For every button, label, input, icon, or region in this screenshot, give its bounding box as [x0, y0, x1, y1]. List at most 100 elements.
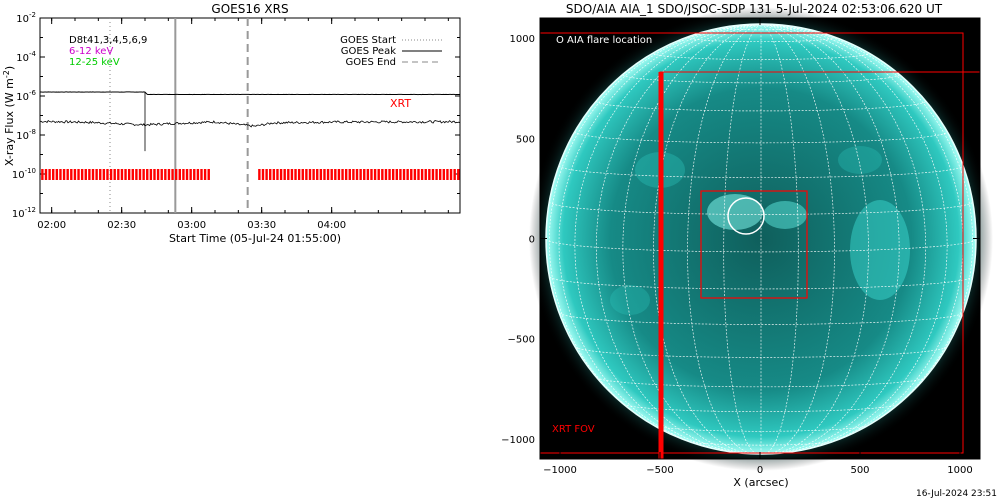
xrt-coverage-mark [200, 169, 203, 180]
xrt-coverage-mark [265, 169, 268, 180]
goes-panel: GOES16 XRS 10-2 10-4 10-6 10-8 10-10 10-12 02… [2, 2, 461, 245]
goes-plot-area [40, 18, 460, 213]
xrt-coverage-mark [399, 169, 402, 180]
aia-flare-location-marker [727, 197, 765, 235]
xrt-coverage-mark [106, 169, 109, 180]
xrt-coverage-mark [305, 169, 308, 180]
longitude-line [622, 24, 762, 454]
x-tick-label: 04:00 [317, 220, 346, 231]
xrt-coverage-mark [156, 169, 160, 180]
longitude-line [595, 24, 762, 454]
xrt-coverage-mark [261, 169, 265, 180]
xrt-coverage-mark [428, 169, 431, 180]
xrt-coverage-mark [453, 169, 456, 180]
xrt-coverage-mark [276, 169, 279, 180]
xrt-coverage-mark [149, 169, 153, 180]
xrt-coverage-mark [366, 169, 370, 180]
y-tick-label: 10-6 [16, 89, 36, 103]
longitude-line [687, 24, 762, 454]
xrt-coverage-mark [373, 169, 377, 180]
xrt-coverage-mark [84, 169, 87, 180]
aia-x-tick-label: 500 [850, 465, 869, 476]
xrt-coverage-mark [77, 169, 80, 180]
xrt-coverage-mark [182, 169, 185, 180]
xrt-coverage-mark [326, 169, 330, 180]
legend-event-label: GOES Peak [341, 46, 396, 57]
xrt-coverage-mark [431, 169, 435, 180]
y-tick-label: 10-2 [16, 11, 36, 25]
xrt-coverage-mark [171, 169, 174, 180]
xrt-coverage-mark [178, 169, 181, 180]
xrt-coverage-mark [417, 169, 420, 180]
latitude-line [687, 37, 835, 43]
aia-y-ticks: 1000 500 0 −500 −1000 [501, 34, 980, 446]
latitude-line [689, 441, 833, 446]
xrt-label: XRT [390, 97, 411, 110]
goes-y-ticks: 10-2 10-4 10-6 10-8 10-10 10-12 [12, 11, 460, 220]
xrt-coverage-mark [99, 169, 102, 180]
longitude-line [760, 24, 927, 454]
xrt-coverage-mark [330, 169, 333, 180]
y-tick-label: 10-10 [12, 167, 36, 181]
latitude-line [653, 425, 869, 432]
xrt-coverage-mark [95, 169, 98, 180]
xrt-coverage-mark [457, 169, 460, 180]
longitude-line [760, 24, 900, 454]
y-tick-label: 10-12 [12, 206, 36, 220]
longitude-line [548, 24, 762, 441]
xrt-coverage-mark [449, 169, 453, 180]
xrt-coverage-mark [435, 169, 438, 180]
xrt-coverage-mark [323, 169, 326, 180]
latitude-line [546, 238, 976, 253]
xrt-coverage-mark [146, 169, 149, 180]
xrt-coverage-mark [174, 169, 178, 180]
xrt-coverage-mark [388, 169, 391, 180]
x-tick-label: 03:00 [177, 220, 206, 231]
xrt-coverage-mark [420, 169, 424, 180]
y-tick-label: 10-8 [16, 128, 36, 142]
xrt-coverage-mark [48, 169, 51, 180]
latitude-line [549, 276, 973, 290]
xrt-coverage-mark [442, 169, 446, 180]
xrt-coverage-mark [167, 169, 171, 180]
aia-x-tick-label: −1000 [543, 465, 577, 476]
xrt-coverage-mark [164, 169, 167, 180]
xrt-coverage-mark [109, 169, 113, 180]
xrt-coverage-mark [160, 169, 163, 180]
xrt-coverage-mark [290, 169, 294, 180]
xrt-coverage-mark [377, 169, 380, 180]
xrt-coverage-marks [41, 169, 460, 180]
xrt-coverage-mark [127, 169, 131, 180]
xrt-coverage-mark [44, 169, 48, 180]
xrt-fov-label: XRT FOV [552, 424, 595, 435]
aia-y-tick-label: 0 [529, 235, 535, 246]
xrt-coverage-mark [153, 169, 156, 180]
xrt-coverage-mark [341, 169, 344, 180]
xrt-coverage-mark [138, 169, 142, 180]
xrt-coverage-mark [370, 169, 373, 180]
sun-active-regions [610, 146, 910, 315]
xrt-coverage-mark [381, 169, 384, 180]
aia-x-ticks: −1000 −500 0 500 1000 [543, 18, 973, 476]
legend-event-label: GOES End [346, 57, 396, 68]
longitude-line [760, 24, 835, 454]
goes-y-axis-label: X-ray Flux (W m-2) [2, 66, 16, 166]
xrt-coverage-mark [207, 169, 210, 180]
xrt-coverage-mark [279, 169, 283, 180]
xrt-coverage-mark [301, 169, 304, 180]
longitude-line [653, 24, 762, 454]
xrt-coverage-mark [269, 169, 272, 180]
xrt-coverage-mark [70, 169, 73, 180]
aia-y-tick-label: −1000 [501, 435, 535, 446]
aia-x-tick-label: 0 [757, 465, 763, 476]
series-line-upper [40, 91, 460, 96]
legend-event-label: GOES Start [340, 35, 396, 46]
x-tick-label: 02:00 [37, 220, 66, 231]
xrt-coverage-mark [344, 169, 348, 180]
aia-y-tick-label: 500 [516, 134, 535, 145]
heliographic-grid [546, 24, 976, 454]
xrt-coverage-mark [410, 169, 413, 180]
aia-y-tick-label: −500 [508, 335, 535, 346]
